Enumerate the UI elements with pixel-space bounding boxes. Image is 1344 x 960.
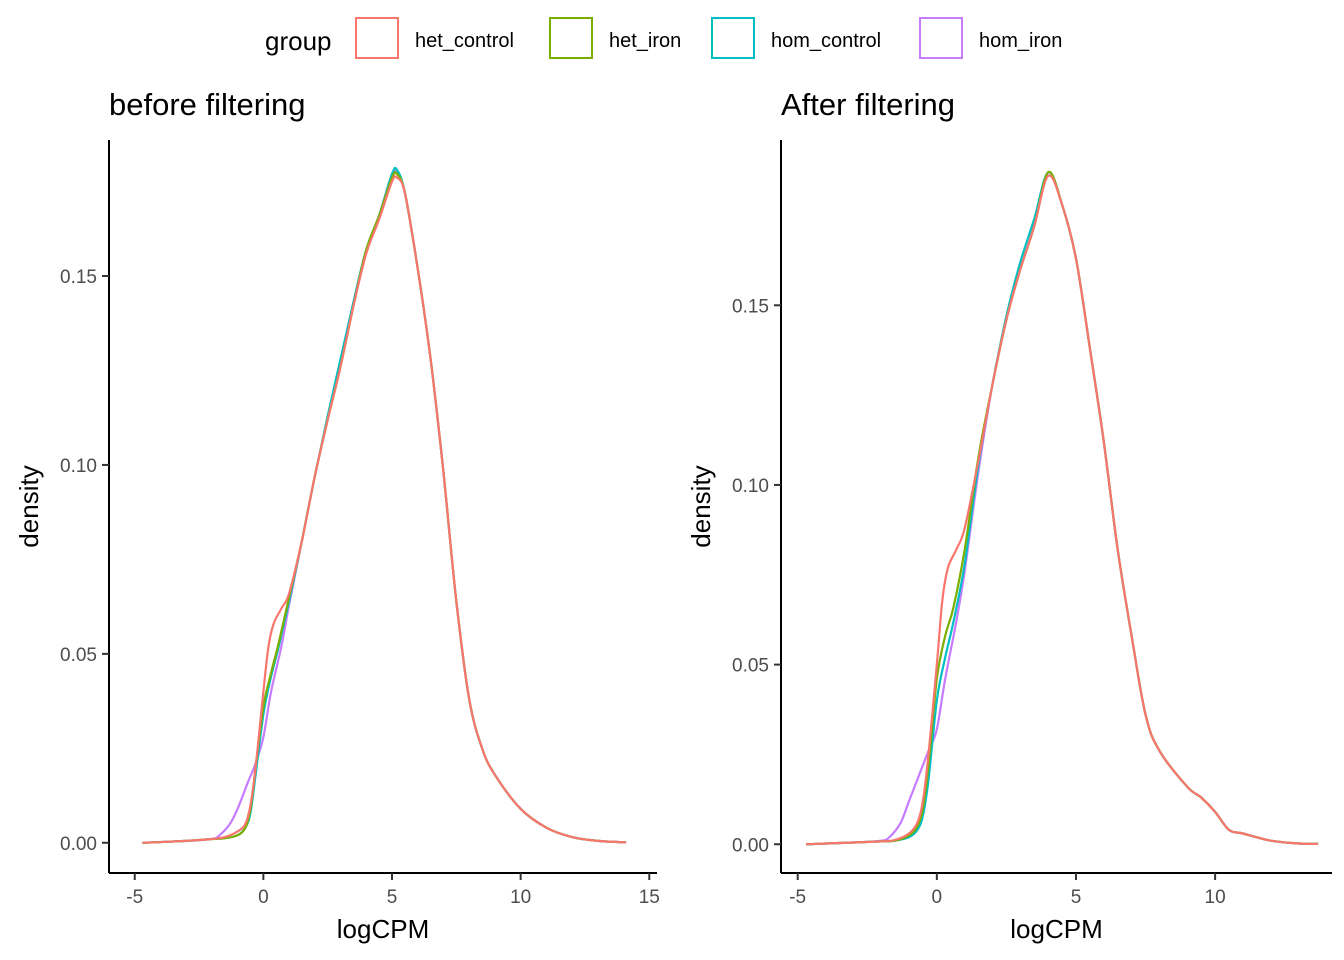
y-tick-label: 0.05	[60, 645, 97, 666]
panel-after-filtering: After filtering 0.00 0.05 0.10 0.15 -5 0 5 10 log…	[686, 87, 1332, 944]
panel-title: After filtering	[781, 87, 955, 122]
y-axis-title: density	[686, 465, 716, 547]
x-tick-label: -5	[126, 887, 143, 908]
y-tick-label: 0.10	[60, 456, 97, 477]
legend: group het_control het_iron hom_control hom_…	[265, 17, 1062, 59]
x-tick-label: 10	[1205, 887, 1226, 908]
y-tick-label: 0.00	[60, 834, 97, 855]
legend-title: group	[265, 26, 332, 56]
y-tick-label: 0.05	[732, 656, 769, 677]
legend-key	[919, 17, 963, 59]
legend-key	[549, 17, 593, 59]
panel-title: before filtering	[109, 87, 305, 122]
legend-label: het_control	[415, 30, 514, 52]
x-tick-label: -5	[789, 887, 806, 908]
legend-entry-hom-control: hom_control	[711, 17, 881, 59]
density-line-het-control	[805, 174, 1319, 846]
x-axis-title: logCPM	[337, 914, 429, 944]
legend-entry-het-iron: het_iron	[549, 17, 681, 59]
density-line-het-control	[142, 175, 627, 844]
series-lines	[142, 166, 627, 844]
x-axis-title: logCPM	[1010, 914, 1102, 944]
x-tick-label: 15	[639, 887, 660, 908]
y-tick-label: 0.15	[60, 267, 97, 288]
x-tick-label: 5	[387, 887, 398, 908]
x-tick-label: 0	[932, 887, 943, 908]
legend-entries: het_control het_iron hom_control hom_iron	[355, 17, 1062, 59]
x-tick-label: 5	[1071, 887, 1082, 908]
y-axis-title: density	[14, 465, 44, 547]
series-lines	[805, 170, 1319, 846]
legend-entry-hom-iron: hom_iron	[919, 17, 1062, 59]
x-tick-label: 10	[510, 887, 531, 908]
x-tick-label: 0	[258, 887, 269, 908]
legend-label: hom_control	[771, 30, 881, 52]
y-tick-label: 0.00	[732, 835, 769, 856]
y-tick-label: 0.15	[732, 296, 769, 317]
panel-before-filtering: before filtering 0.00 0.05 0.10 0.15 -5 0 5 10 15…	[14, 87, 660, 944]
legend-entry-het-control: het_control	[355, 17, 514, 59]
legend-label: het_iron	[609, 30, 681, 52]
legend-key	[355, 17, 399, 59]
y-tick-label: 0.10	[732, 476, 769, 497]
legend-label: hom_iron	[979, 30, 1062, 52]
legend-key	[711, 17, 755, 59]
